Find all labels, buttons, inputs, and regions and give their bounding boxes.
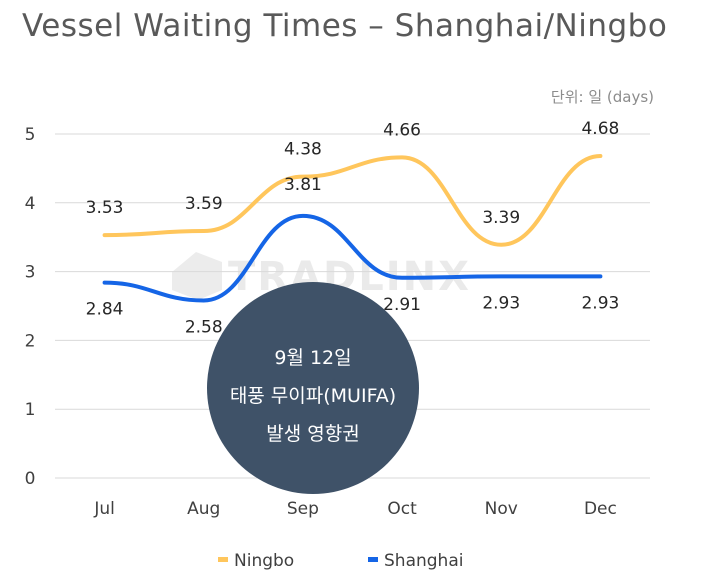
legend-label: Ningbo bbox=[234, 551, 294, 571]
annotation-circle bbox=[207, 282, 419, 494]
annotation-text: 9월 12일 bbox=[274, 347, 351, 369]
data-label-ningbo: 3.39 bbox=[482, 208, 520, 228]
series-line-shanghai bbox=[102, 213, 603, 303]
legend-swatch-ningbo bbox=[218, 557, 228, 562]
data-label-ningbo: 4.66 bbox=[383, 120, 421, 140]
data-label-shanghai: 2.93 bbox=[482, 293, 520, 313]
data-label-ningbo: 3.53 bbox=[86, 198, 124, 218]
data-label-shanghai: 2.84 bbox=[86, 300, 124, 320]
unit-label: 단위: 일 (days) bbox=[550, 88, 654, 106]
annotation-text: 발생 영향권 bbox=[266, 423, 359, 445]
data-label-ningbo: 3.59 bbox=[185, 194, 223, 214]
data-label-ningbo: 4.68 bbox=[581, 119, 619, 139]
annotation-text: 태풍 무이파(MUIFA) bbox=[230, 385, 396, 407]
x-tick-label: Dec bbox=[584, 499, 617, 519]
watermark-logo-icon bbox=[172, 252, 222, 300]
series-line-ningbo bbox=[102, 154, 603, 247]
data-label-shanghai: 2.93 bbox=[581, 293, 619, 313]
x-tick-label: Nov bbox=[485, 499, 518, 519]
chart-title: Vessel Waiting Times – Shanghai/Ningbo bbox=[22, 8, 668, 44]
data-label-ningbo: 4.38 bbox=[284, 140, 322, 160]
x-tick-label: Oct bbox=[387, 499, 417, 519]
y-tick-label: 2 bbox=[25, 331, 36, 351]
y-tick-label: 1 bbox=[25, 400, 36, 420]
x-tick-label: Sep bbox=[287, 499, 319, 519]
y-tick-label: 0 bbox=[25, 469, 36, 489]
x-tick-label: Aug bbox=[187, 499, 220, 519]
y-tick-label: 5 bbox=[25, 125, 36, 145]
y-tick-label: 3 bbox=[25, 263, 36, 283]
data-label-shanghai: 2.58 bbox=[185, 317, 223, 337]
legend-swatch-shanghai bbox=[368, 557, 378, 562]
legend-label: Shanghai bbox=[384, 551, 463, 571]
y-tick-label: 4 bbox=[25, 194, 36, 214]
data-label-shanghai: 3.81 bbox=[284, 175, 322, 195]
x-tick-label: Jul bbox=[93, 499, 115, 519]
data-label-shanghai: 2.91 bbox=[383, 295, 421, 315]
